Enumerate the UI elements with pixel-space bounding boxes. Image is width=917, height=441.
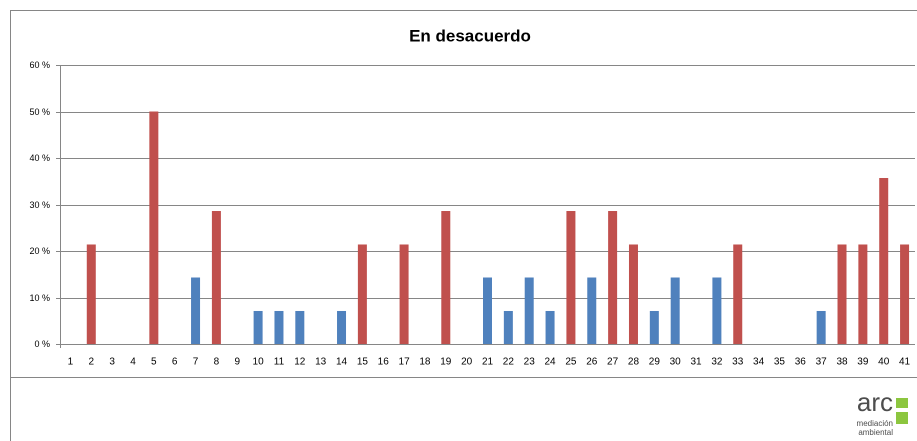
chart-frame [10, 10, 917, 378]
x-tick-label: 41 [899, 357, 911, 368]
bar [587, 277, 597, 344]
y-tick-label: 40 % [29, 153, 50, 163]
x-tick-label: 29 [649, 357, 661, 368]
chart-title: En desacuerdo [409, 26, 531, 45]
y-tick-label: 50 % [29, 107, 50, 117]
logo-line: mediación [857, 419, 893, 428]
x-tick-label: 24 [544, 357, 556, 368]
bar [399, 244, 409, 344]
bar [879, 177, 889, 344]
bar [253, 310, 263, 344]
x-tick-label: 7 [193, 357, 199, 368]
y-tick-label: 60 % [29, 60, 50, 70]
x-tick-label: 19 [440, 357, 452, 368]
bar [337, 310, 347, 344]
x-tick-label: 8 [214, 357, 220, 368]
x-tick-label: 39 [857, 357, 869, 368]
x-tick-label: 26 [586, 357, 598, 368]
x-tick-label: 31 [690, 357, 702, 368]
bar [357, 244, 367, 344]
bar [191, 277, 201, 344]
logo-icon [896, 398, 908, 424]
bar [628, 244, 638, 344]
x-tick-label: 1 [68, 357, 74, 368]
bar [483, 277, 492, 344]
x-tick-label: 27 [607, 357, 619, 368]
x-tick-label: 33 [732, 357, 744, 368]
y-tick-label: 30 % [29, 200, 50, 210]
x-tick-label: 9 [234, 357, 240, 368]
bar [858, 244, 868, 344]
y-tick-label: 10 % [29, 293, 50, 303]
x-tick-label: 38 [836, 357, 848, 368]
x-tick-label: 37 [816, 357, 828, 368]
x-tick-label: 16 [378, 357, 390, 368]
x-tick-label: 25 [565, 357, 577, 368]
bar [274, 310, 284, 344]
bar [608, 211, 618, 344]
bar [816, 310, 826, 344]
logo-main: arc [857, 387, 893, 417]
x-tick-label: 21 [482, 357, 494, 368]
bar [295, 310, 305, 344]
y-tick-label: 0 % [34, 339, 50, 349]
x-tick-label: 28 [628, 357, 640, 368]
x-tick-label: 5 [151, 357, 157, 368]
bar [670, 277, 680, 344]
x-tick-label: 40 [878, 357, 890, 368]
bar [649, 310, 659, 344]
x-tick-label: 32 [711, 357, 723, 368]
bar [149, 111, 159, 344]
x-tick-label: 34 [753, 357, 765, 368]
x-tick-label: 10 [253, 357, 265, 368]
x-tick-label: 12 [294, 357, 306, 368]
bar [733, 244, 743, 344]
x-tick-label: 4 [130, 357, 136, 368]
x-tick-label: 11 [274, 357, 285, 368]
x-tick-label: 23 [524, 357, 536, 368]
x-tick-label: 18 [419, 357, 431, 368]
logo-line: ambiental [858, 428, 893, 437]
bar [211, 211, 221, 344]
x-tick-label: 36 [795, 357, 807, 368]
x-tick-label: 2 [88, 357, 94, 368]
bar [86, 244, 96, 344]
x-tick-label: 17 [399, 357, 411, 368]
bar [566, 211, 576, 344]
x-tick-label: 30 [670, 357, 682, 368]
x-tick-label: 3 [109, 357, 115, 368]
x-tick-label: 13 [315, 357, 327, 368]
bar [900, 244, 910, 344]
x-tick-label: 22 [503, 357, 515, 368]
x-tick-label: 15 [357, 357, 369, 368]
bar [503, 310, 513, 344]
bar [837, 244, 847, 344]
bar [545, 310, 555, 344]
bar [441, 211, 451, 344]
x-tick-label: 35 [774, 357, 786, 368]
bar [524, 277, 534, 344]
bar [712, 277, 722, 344]
x-tick-label: 6 [172, 357, 178, 368]
x-tick-label: 14 [336, 357, 348, 368]
y-tick-label: 20 % [29, 246, 50, 256]
x-tick-label: 20 [461, 357, 473, 368]
